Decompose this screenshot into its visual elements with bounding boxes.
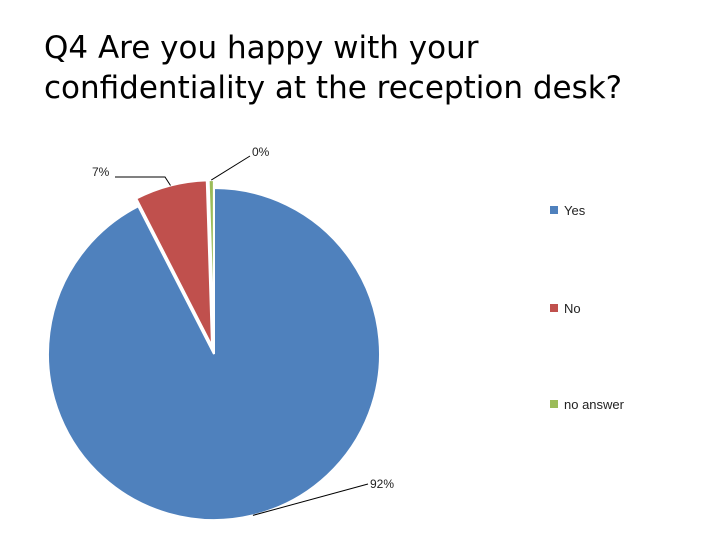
legend-swatch-no: [550, 304, 558, 312]
leader-line: [115, 176, 171, 186]
pie-slice-no: [134, 179, 214, 347]
leader-line: [252, 483, 369, 516]
data-label-no-answer: 0%: [252, 145, 270, 159]
legend-swatch-no-answer: [550, 400, 558, 408]
legend-label-yes: Yes: [564, 203, 586, 218]
data-labels: 92% 7% 0%: [92, 145, 394, 491]
slide-title: Q4 Are you happy with your confidentiali…: [44, 30, 623, 106]
data-label-no: 7%: [92, 165, 110, 179]
legend: Yes No no answer: [550, 203, 625, 412]
pie-slice-no-answer: [207, 179, 215, 347]
pie-slices: [47, 179, 381, 521]
leader-line: [210, 155, 251, 181]
legend-label-no: No: [564, 301, 581, 316]
leader-lines: [115, 155, 369, 516]
data-label-yes: 92%: [370, 477, 394, 491]
legend-label-no-answer: no answer: [564, 397, 625, 412]
legend-swatch-yes: [550, 206, 558, 214]
